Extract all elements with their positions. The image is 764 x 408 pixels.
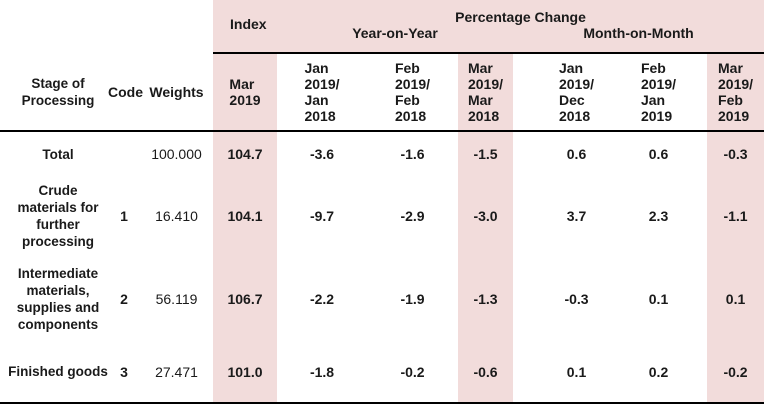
weights-cell: 56.119 — [155, 290, 198, 307]
col-header-stage-of-processing: Stage of Processing — [0, 53, 108, 132]
code-cell: 3 — [108, 341, 140, 404]
table-row-intermediate-materials: Intermediate materials, supplies and com… — [0, 256, 764, 341]
column-header-row: Stage of Processing Code Weights Mar 201… — [0, 53, 764, 132]
yoy-mar-cell: -1.5 — [458, 131, 513, 176]
col-header-code: Code — [108, 53, 143, 132]
table-row-total: Total 100.000 104.7 -3.6 -1.6 -1.5 0.6 0… — [0, 131, 764, 176]
mom-feb-cell: 0.6 — [648, 146, 669, 162]
col-header-mom-mar: Mar 2019/ Feb 2019 — [707, 53, 764, 132]
col-header-yoy-feb-label: Feb 2019/ Feb 2018 — [394, 60, 431, 124]
col-header-index-mar-2019: Mar 2019 — [213, 53, 277, 132]
stage-cell: Finished goods — [0, 341, 108, 404]
index-cell: 101.0 — [213, 341, 277, 404]
mom-feb-cell: 0.1 — [648, 290, 669, 307]
col-header-yoy-mar: Mar 2019/ Mar 2018 — [458, 53, 513, 132]
yoy-jan-cell: -2.2 — [309, 290, 335, 307]
mom-jan-cell: 0.6 — [566, 146, 587, 162]
col-header-index-mar-2019-label: Mar 2019 — [229, 76, 261, 108]
mom-feb-cell: 0.2 — [610, 341, 707, 404]
stage-cell: Intermediate materials, supplies and com… — [16, 265, 100, 332]
table-row-finished-goods: Finished goods 3 27.471 101.0 -1.8 -0.2 … — [0, 341, 764, 404]
yoy-mar-cell: -1.3 — [458, 256, 513, 341]
index-cell: 106.7 — [213, 256, 277, 341]
yoy-feb-cell: -1.9 — [400, 290, 425, 307]
col-header-mom-feb: Feb 2019/ Jan 2019 — [610, 53, 707, 132]
yoy-jan-cell: -1.8 — [277, 341, 367, 404]
index-cell: 104.1 — [213, 176, 277, 256]
col-header-weights: Weights — [140, 53, 213, 132]
yoy-feb-cell: -0.2 — [367, 341, 458, 404]
yoy-mar-cell: -3.0 — [458, 176, 513, 256]
stage-cell: Total — [42, 146, 74, 162]
percentage-change-group-header: Percentage Change Year-on-Year Month-on-… — [277, 0, 764, 54]
col-header-mom-feb-label: Feb 2019/ Jan 2019 — [640, 60, 677, 124]
yoy-feb-cell: -2.9 — [400, 208, 425, 224]
yoy-feb-cell: -1.6 — [400, 146, 425, 162]
percentage-change-label: Percentage Change — [455, 9, 586, 25]
month-on-month-label: Month-on-Month — [583, 25, 694, 41]
col-header-mom-jan-label: Jan 2019/ Dec 2018 — [558, 60, 595, 124]
mom-feb-cell: 2.3 — [648, 208, 669, 224]
weights-cell: 100.000 — [151, 146, 202, 162]
blank-corner-cell — [0, 0, 213, 53]
group-header-row: Index Percentage Change Year-on-Year Mon… — [0, 0, 764, 54]
weights-cell: 16.410 — [155, 208, 198, 224]
period-subgroup-row: Year-on-Year Month-on-Month — [277, 25, 764, 41]
col-header-code-label: Code — [108, 83, 143, 100]
weights-cell: 27.471 — [140, 341, 213, 404]
mom-mar-cell: 0.1 — [707, 256, 764, 341]
yoy-mar-cell: -0.6 — [458, 341, 513, 404]
mom-jan-cell: 3.7 — [566, 208, 587, 224]
stage-cell: Crude materials for further processing — [17, 183, 99, 249]
col-header-yoy-jan-label: Jan 2019/ Jan 2018 — [304, 60, 340, 124]
mom-mar-cell: -0.3 — [707, 131, 764, 176]
mom-jan-cell: 0.1 — [513, 341, 610, 404]
col-header-yoy-jan: Jan 2019/ Jan 2018 — [277, 53, 367, 132]
yoy-jan-cell: -3.6 — [309, 146, 335, 162]
index-cell: 104.7 — [213, 131, 277, 176]
mom-jan-cell: -0.3 — [564, 290, 589, 307]
index-group-header: Index — [213, 0, 277, 54]
year-on-year-label: Year-on-Year — [352, 25, 438, 41]
col-header-mom-mar-label: Mar 2019/ Feb 2019 — [718, 60, 754, 124]
table-row-crude-materials: Crude materials for further processing 1… — [0, 176, 764, 256]
mom-mar-cell: -0.2 — [707, 341, 764, 404]
code-cell: 2 — [120, 290, 128, 307]
col-header-yoy-mar-label: Mar 2019/ Mar 2018 — [467, 60, 504, 124]
col-header-mom-jan: Jan 2019/ Dec 2018 — [513, 53, 610, 132]
yoy-jan-cell: -9.7 — [309, 208, 335, 224]
mom-mar-cell: -1.1 — [707, 176, 764, 256]
col-header-weights-label: Weights — [149, 83, 204, 100]
code-cell — [108, 131, 140, 176]
code-cell: 1 — [120, 208, 128, 224]
col-header-yoy-feb: Feb 2019/ Feb 2018 — [367, 53, 458, 132]
